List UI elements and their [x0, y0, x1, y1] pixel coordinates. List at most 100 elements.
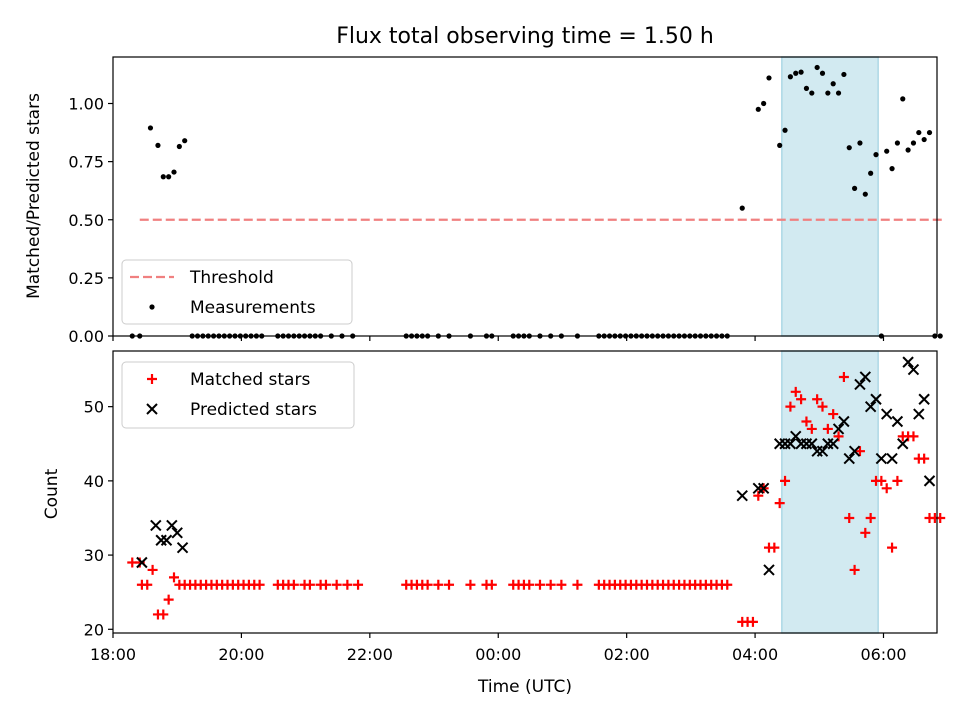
measurement-point [782, 127, 788, 133]
matched-star-point [801, 416, 812, 427]
matched-star-point [524, 579, 535, 590]
measurement-point [873, 152, 879, 158]
matched-star-point [158, 609, 169, 620]
measurement-point [798, 69, 804, 75]
matched-star-point [747, 616, 758, 627]
bottom-y-tick-label: 40 [84, 472, 104, 491]
measurement-point [916, 129, 922, 136]
predicted-star-point [171, 527, 183, 539]
matched-star-point [790, 386, 801, 397]
matched-star-point [465, 579, 476, 590]
matched-star-point [908, 431, 919, 442]
matched-star-point [881, 483, 892, 494]
measurement-point [777, 142, 783, 148]
measurement-point [166, 174, 172, 180]
measurement-point [787, 74, 793, 80]
bottom-highlight-rect [781, 350, 879, 634]
top-y-tick-label: 0.50 [68, 211, 104, 230]
measurement-point [819, 70, 826, 76]
measurement-point [905, 147, 911, 153]
predicted-star-point [913, 408, 925, 420]
legend-threshold-label: Threshold [189, 268, 274, 288]
matched-star-point [806, 423, 817, 434]
predicted-star-point [790, 430, 802, 443]
measurement-point [160, 174, 166, 180]
top-axes: 0.00 0.25 0.50 0.75 1.00 [68, 95, 885, 346]
matched-star-point [556, 579, 567, 590]
matched-star-point [545, 579, 556, 590]
x-axis-label: Time (UTC) [477, 677, 572, 697]
predicted-star-point [763, 564, 775, 576]
predicted-star-point [176, 541, 189, 554]
bottom-panel-frame [112, 350, 938, 634]
matched-star-point [849, 564, 860, 575]
count-points [127, 356, 946, 627]
bottom-y-tick-label: 30 [84, 546, 104, 565]
predicted-star-point [160, 534, 173, 546]
predicted-star-point [816, 445, 829, 457]
matched-star-point [892, 475, 903, 486]
top-highlight-rect [781, 56, 879, 337]
chart-title: Flux total observing time = 1.50 h [336, 24, 714, 49]
measurement-point [835, 90, 842, 96]
predicted-star-point [838, 415, 850, 428]
predicted-star-point [897, 438, 909, 450]
predicted-star-point [150, 519, 162, 532]
predicted-star-point [806, 438, 818, 450]
bottom-legend: Matched stars Predicted stars [121, 361, 355, 429]
legend-measurement-label: Measurements [190, 298, 316, 318]
top-y-axis-label: Matched/Predicted stars [24, 93, 44, 299]
measurement-point [900, 96, 906, 102]
x-tick-label: 20:00 [218, 645, 264, 664]
predicted-star-point [827, 438, 839, 450]
matched-star-point [486, 579, 497, 590]
matched-star-point [822, 423, 833, 434]
x-tick-label: 04:00 [732, 645, 778, 664]
legend-measurement-swatch [149, 304, 155, 310]
matched-star-point [342, 579, 353, 590]
matched-star-point [785, 401, 796, 412]
legend-predicted-label: Predicted stars [190, 400, 317, 420]
x-tick-label: 18:00 [90, 645, 136, 664]
bottom-axes: 20 30 40 50 18:00 20:00 22:00 00:00 02:00 04:00 06… [84, 398, 907, 664]
measurement-point [852, 185, 858, 191]
bottom-y-tick-label: 20 [84, 620, 104, 639]
predicted-star-point [848, 445, 861, 457]
predicted-star-point [166, 519, 178, 532]
matched-star-point [865, 512, 876, 523]
predicted-star-point [891, 415, 904, 428]
bottom-panel: 20 30 40 50 18:00 20:00 22:00 00:00 02:00 04:00 06… [42, 350, 946, 697]
legend-matched-swatch [147, 374, 157, 384]
x-tick-label: 00:00 [475, 645, 521, 664]
measurement-point [830, 81, 836, 87]
predicted-star-point [757, 482, 770, 494]
predicted-star-point [784, 438, 797, 450]
measurement-point [921, 136, 927, 143]
matched-star-point [142, 579, 153, 590]
top-panel-frame [112, 56, 938, 337]
top-panel: 0.00 0.25 0.50 0.75 1.00 Threshold Measuremen… [24, 56, 943, 346]
measurement-point [825, 90, 831, 96]
measurement-point [926, 129, 933, 136]
matched-star-point [147, 564, 158, 575]
matched-star-point [353, 579, 364, 590]
predicted-star-point [832, 423, 845, 435]
measurement-point [739, 205, 745, 211]
matched-star-point [304, 579, 315, 590]
measurement-point [846, 145, 852, 151]
predicted-star-point [880, 408, 893, 420]
matched-star-point [812, 394, 823, 405]
legend-predicted-swatch [146, 403, 158, 415]
predicted-star-point [875, 452, 888, 465]
legend-matched-label: Matched stars [190, 370, 310, 390]
x-tick-label: 06:00 [860, 645, 906, 664]
measurement-point [182, 138, 188, 144]
bottom-y-tick-label: 50 [84, 398, 104, 417]
predicted-star-point [918, 393, 930, 405]
bottom-highlight-span [781, 350, 879, 634]
top-legend: Threshold Measurements [121, 259, 353, 325]
matched-star-point [817, 401, 828, 412]
top-highlight-span [781, 56, 879, 337]
matched-star-point [828, 409, 839, 420]
